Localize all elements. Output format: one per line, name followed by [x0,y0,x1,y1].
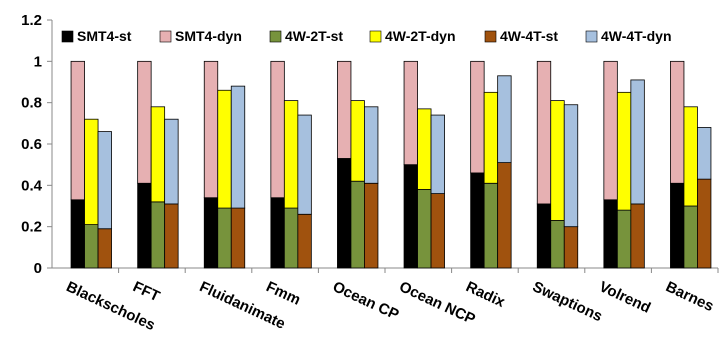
bar-4w-4t-st [564,227,578,268]
bar-4w-2t-st [617,210,631,268]
bar-4w-4t-dyn [697,127,711,179]
bar-smt4-st [604,200,618,268]
bar-smt4-dyn [604,61,618,199]
bar-smt4-dyn [138,61,152,183]
bar-4w-2t-dyn [85,119,99,224]
y-tick-label: 0.8 [21,95,42,112]
x-category-label: Ocean NCP [397,278,478,328]
bar-4w-2t-dyn [151,107,165,202]
x-category-label: Barnes [663,278,716,315]
bar-4w-2t-st [484,183,498,268]
bar-4w-2t-dyn [484,92,498,183]
x-category-label: Fmm [263,278,303,309]
legend-swatch [270,31,281,42]
bar-smt4-st [537,204,551,268]
bar-smt4-st [204,198,218,268]
legend-swatch [62,31,73,42]
bar-4w-4t-dyn [165,119,179,204]
x-category-label: Ocean CP [330,278,401,323]
y-tick-label: 0.6 [21,136,42,153]
bar-4w-4t-dyn [298,115,312,214]
bar-4w-4t-dyn [631,80,645,204]
y-tick-label: 1 [34,53,42,70]
bar-4w-2t-dyn [684,107,698,206]
bar-4w-2t-dyn [218,90,232,208]
bar-4w-2t-dyn [617,92,631,210]
bar-smt4-dyn [271,61,285,197]
y-tick-label: 0.4 [21,177,43,194]
bar-4w-4t-dyn [431,115,445,194]
bar-4w-2t-st [85,225,99,268]
legend-label: 4W-2T-st [285,28,343,44]
legend-swatch [160,31,171,42]
bar-4w-4t-st [498,163,512,268]
bar-4w-2t-st [551,220,565,268]
bar-smt4-dyn [670,61,684,183]
bar-smt4-st [404,165,418,268]
legend-label: SMT4-st [77,28,132,44]
bar-smt4-st [670,183,684,268]
bar-4w-2t-st [351,181,365,268]
bar-4w-2t-dyn [284,101,298,208]
bar-smt4-st [337,158,351,268]
legend-swatch [370,31,381,42]
bar-smt4-dyn [471,61,485,173]
bar-4w-2t-st [218,208,232,268]
bar-4w-4t-dyn [564,105,578,227]
bar-4w-4t-st [165,204,179,268]
bar-smt4-st [138,183,152,268]
bar-4w-2t-st [151,202,165,268]
legend-swatch [586,31,597,42]
bar-4w-2t-st [284,208,298,268]
bar-smt4-dyn [337,61,351,158]
bar-smt4-st [71,200,85,268]
legend-label: 4W-4T-st [500,28,558,44]
legend-label: 4W-2T-dyn [385,28,456,44]
y-tick-label: 0 [34,260,42,277]
legend-label: 4W-4T-dyn [601,28,672,44]
bar-4w-2t-st [418,189,432,268]
y-tick-label: 1.2 [21,12,42,29]
bar-4w-4t-dyn [98,132,112,229]
bar-4w-4t-dyn [231,86,245,208]
bar-4w-4t-st [298,214,312,268]
x-category-label: Radix [463,278,508,311]
bar-4w-4t-st [631,204,645,268]
bar-smt4-dyn [204,61,218,197]
bar-4w-2t-dyn [351,101,365,182]
bar-4w-4t-st [697,179,711,268]
y-tick-label: 0.2 [21,219,42,236]
bar-4w-4t-dyn [498,76,512,163]
bar-4w-4t-st [431,194,445,268]
bar-4w-2t-dyn [551,101,565,221]
bar-4w-4t-st [364,183,378,268]
bar-smt4-dyn [404,61,418,164]
bar-4w-2t-dyn [418,109,432,190]
bar-4w-4t-st [231,208,245,268]
bar-smt4-dyn [71,61,85,199]
bar-smt4-st [271,198,285,268]
bar-4w-4t-st [98,229,112,268]
bar-4w-2t-st [684,206,698,268]
x-category-label: Swaptions [530,278,605,325]
bar-smt4-dyn [537,61,551,204]
legend-label: SMT4-dyn [175,28,242,44]
bar-smt4-st [471,173,485,268]
bar-4w-4t-dyn [364,107,378,183]
x-category-label: FFT [130,278,162,305]
x-category-label: Volrend [596,278,653,317]
legend-swatch [485,31,496,42]
